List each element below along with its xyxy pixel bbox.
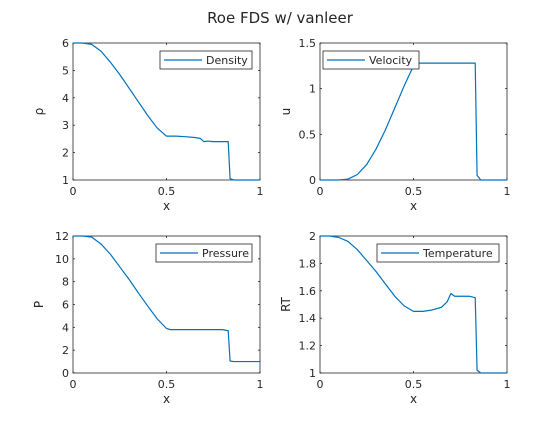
series-line-pressure [73,235,260,363]
legend-label: Density [206,54,248,67]
legend-box [322,50,420,70]
y-tick-label: 1 [309,367,316,380]
x-tick-label: 1 [257,185,264,198]
x-axis-label: x [163,199,170,213]
legend-box [155,243,253,263]
x-tick-label: 0 [317,378,324,391]
y-tick-label: 5 [62,64,69,77]
y-tick-label: 8 [62,276,69,289]
y-tick-label: 0 [309,174,316,187]
legend-label: Pressure [202,247,249,260]
x-axis-label: x [163,392,170,406]
figure-title: Roe FDS w/ vanleer [207,9,354,27]
y-tick-label: 6 [62,37,69,50]
y-axis-label: ρ [32,108,46,116]
y-tick-label: 1.4 [299,312,317,325]
legend: Pressure [155,243,253,263]
x-tick-label: 0.5 [158,185,176,198]
x-tick-label: 1 [504,185,511,198]
subplot-1: 0 0.5 1 1 2 3 4 5 6 x ρ Density [32,37,264,213]
x-tick-label: 0.5 [158,378,176,391]
y-tick-label: 0.5 [299,128,317,141]
y-tick-label: 4 [62,92,69,105]
legend-box [159,50,253,70]
y-tick-label: 1.5 [299,37,317,50]
legend: Density [159,50,253,70]
y-tick-label: 0 [62,367,69,380]
y-tick-label: 1.8 [299,257,317,270]
y-tick-label: 12 [55,230,69,243]
y-tick-label: 1 [62,174,69,187]
x-tick-label: 0.5 [405,378,423,391]
legend-label: Velocity [369,54,413,67]
legend-box [376,243,500,263]
x-axis-label: x [410,392,417,406]
y-tick-label: 1 [309,83,316,96]
legend: Velocity [322,50,420,70]
x-tick-label: 0 [70,185,77,198]
y-tick-label: 6 [62,299,69,312]
legend-label: Temperature [422,247,493,260]
y-tick-label: 2 [309,230,316,243]
y-tick-label: 1.6 [299,285,317,298]
y-axis-label: P [32,301,46,308]
series-line-temperature [320,235,507,374]
y-axis-label: RT [279,296,293,311]
x-tick-label: 0 [317,185,324,198]
y-tick-label: 2 [62,344,69,357]
y-tick-label: 3 [62,119,69,132]
y-tick-label: 2 [62,147,69,160]
x-tick-label: 0.5 [405,185,423,198]
x-axis-label: x [410,199,417,213]
y-axis-label: u [279,108,293,116]
y-tick-label: 4 [62,321,69,334]
series-line-density [73,42,260,181]
x-tick-label: 0 [70,378,77,391]
y-tick-label: 10 [55,253,69,266]
y-tick-label: 1.2 [299,340,317,353]
x-tick-label: 1 [257,378,264,391]
x-tick-label: 1 [504,378,511,391]
legend: Temperature [376,243,500,263]
subplot-4: 0 0.5 1 1 1.2 1.4 1.6 1.8 2 x RT Temperature [279,230,511,406]
subplot-2: 0 0.5 1 0 0.5 1 1.5 x u Velocity [279,37,511,213]
